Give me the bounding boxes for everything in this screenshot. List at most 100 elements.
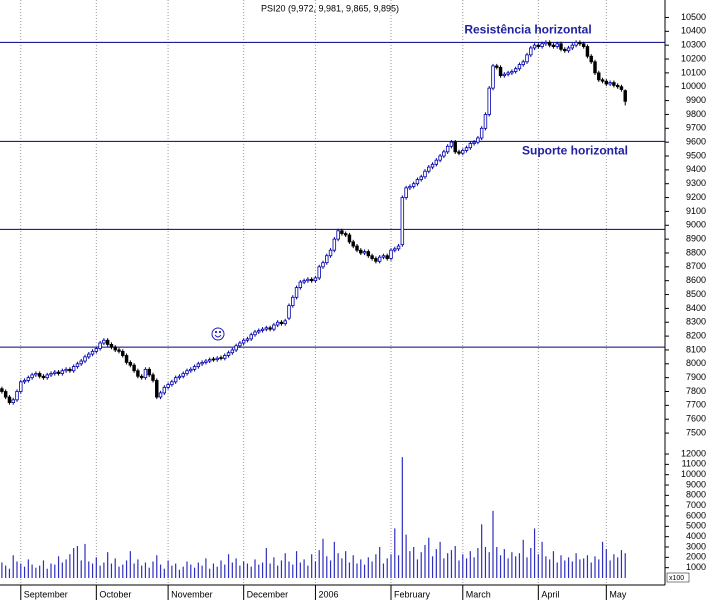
volume-bar: [420, 552, 422, 578]
candle-body: [83, 356, 87, 362]
candle-body: [578, 42, 582, 45]
volume-bar: [163, 568, 165, 578]
volume-bar: [605, 549, 607, 578]
smiley: [211, 327, 225, 341]
candle-body: [419, 176, 423, 180]
candle-body: [147, 368, 151, 376]
y-tick-label: 9600: [686, 137, 706, 147]
candle-body: [68, 368, 72, 372]
chart-title: PSI20 (9,972, 9,981, 9,865, 9,895): [261, 3, 399, 13]
volume-bar: [5, 565, 7, 578]
candle-body: [468, 143, 473, 149]
candle-body: [393, 248, 397, 251]
candle-body: [75, 363, 80, 367]
volume-bar: [159, 564, 162, 578]
volume-bar: [265, 548, 267, 578]
y-tick-label: 9900: [686, 95, 706, 105]
y-tick-label: 8000: [686, 358, 706, 368]
volume-tick-label: 10000: [681, 469, 706, 479]
candle-body: [90, 350, 95, 355]
volume-tick-label: 8000: [686, 490, 706, 500]
volume-bar: [39, 565, 41, 578]
volume-tick-label: 1000: [686, 562, 706, 572]
volume-bar: [416, 559, 419, 578]
candle-body: [45, 374, 49, 379]
volume-bar: [601, 541, 604, 578]
candle-body: [370, 255, 374, 259]
candle-body: [566, 47, 571, 52]
volume-bar: [35, 567, 37, 578]
candle-body: [574, 42, 578, 46]
candle-body: [30, 374, 34, 379]
candle-body: [589, 55, 593, 63]
y-tick-label: 9500: [686, 150, 706, 160]
y-tick-label: 7900: [686, 372, 706, 382]
volume-bar: [348, 562, 351, 578]
candle-body: [60, 370, 65, 374]
volume-bar: [598, 559, 600, 578]
y-tick-label: 9200: [686, 192, 706, 202]
volume-bar: [375, 554, 377, 578]
volume-bar: [401, 457, 403, 578]
candle-body: [204, 360, 208, 363]
candle-body: [94, 348, 99, 352]
volume-bar: [246, 563, 249, 578]
volume-bar: [345, 551, 347, 578]
candle-body: [200, 362, 204, 365]
volume-bar: [50, 563, 52, 578]
candle-body: [230, 349, 235, 354]
candle-body: [332, 238, 337, 251]
volume-tick-label: 6000: [686, 510, 706, 520]
y-tick-label: 7500: [686, 427, 706, 437]
volume-bar: [624, 553, 626, 578]
candle-body: [128, 362, 133, 366]
candle-body: [615, 84, 620, 88]
volume-bar: [382, 563, 385, 578]
candle-body: [385, 255, 389, 259]
volume-bar: [239, 565, 241, 578]
y-tick-label: 8600: [686, 275, 706, 285]
volume-bar: [107, 552, 109, 578]
y-tick-label: 8100: [686, 344, 706, 354]
volume-bar: [617, 557, 619, 578]
volume-bar: [439, 541, 441, 578]
volume-tick-label: 7000: [686, 500, 706, 510]
candle-body: [476, 137, 480, 143]
volume-bar: [186, 561, 188, 578]
candle-body: [234, 345, 238, 351]
volume-bar: [409, 551, 411, 578]
volume-unit: x100: [669, 575, 684, 582]
candle-body: [170, 381, 174, 385]
candle-body: [359, 249, 363, 254]
candle-body: [189, 368, 193, 372]
candle-body: [302, 280, 306, 283]
candle-body: [264, 327, 269, 330]
volume-bar: [549, 559, 551, 578]
volume-bar: [322, 538, 324, 578]
candle-body: [309, 278, 314, 282]
volume-bar: [178, 569, 181, 578]
volume-bar: [492, 510, 494, 578]
candle-body: [483, 114, 488, 129]
volume-bar: [511, 552, 513, 578]
volume-bar: [284, 553, 286, 578]
candle-body: [219, 357, 223, 359]
candle-body: [487, 87, 491, 115]
candle-body: [173, 377, 178, 383]
volume-bar: [273, 557, 275, 578]
y-tick-label: 8500: [686, 289, 706, 299]
volume-bar: [450, 550, 453, 578]
candle-body: [211, 358, 216, 361]
volume-bar: [122, 564, 124, 578]
volume-bar: [46, 568, 48, 578]
candle-body: [461, 150, 465, 154]
y-tick-label: 8900: [686, 233, 706, 243]
volume-bar: [496, 547, 498, 578]
candle-body: [381, 255, 386, 258]
candle-body: [298, 281, 303, 289]
candle-body: [442, 151, 446, 157]
candle-body: [434, 159, 439, 165]
candle-body: [109, 344, 114, 348]
volume-bar: [156, 555, 158, 578]
candle-body: [351, 241, 355, 247]
